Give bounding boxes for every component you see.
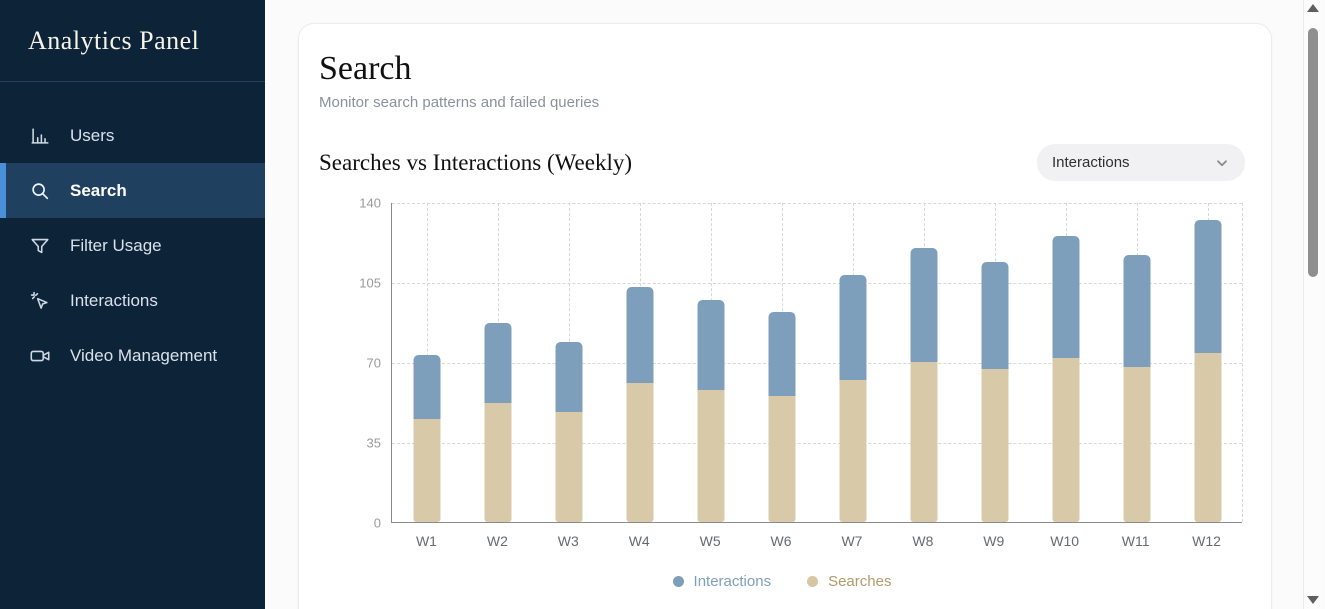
bar-segment-interactions <box>910 247 938 363</box>
sidebar-item-video-management[interactable]: Video Management <box>0 328 265 383</box>
bar-segment-searches <box>484 403 512 523</box>
bar-segment-searches <box>626 382 654 523</box>
sidebar-item-label: Interactions <box>70 290 158 310</box>
bar-segment-searches <box>555 412 583 523</box>
x-axis-label: W4 <box>628 533 650 550</box>
page-title: Search <box>319 50 412 87</box>
bar-w1 <box>413 355 441 523</box>
chart-plot-area <box>391 203 1243 524</box>
bar-segment-searches <box>981 368 1009 523</box>
legend-dot <box>807 576 819 588</box>
stacked-bar-chart: Interactions Searches 0 35 70 105 140 W1 W2 W3 W4… <box>319 187 1245 607</box>
sidebar-item-filter-usage[interactable]: Filter Usage <box>0 218 265 273</box>
grid-line-horizontal <box>392 443 1242 445</box>
bar-segment-searches <box>839 380 867 523</box>
x-axis-label: W5 <box>699 533 721 550</box>
x-axis-label: W7 <box>841 533 863 550</box>
y-axis-tick-label: 105 <box>359 275 381 291</box>
x-axis-label: W2 <box>486 533 508 550</box>
x-axis-label: W1 <box>415 533 437 550</box>
scroll-down-arrow-icon[interactable] <box>1307 596 1319 604</box>
y-axis-tick-label: 35 <box>366 435 381 451</box>
sidebar-item-label: Users <box>70 125 115 145</box>
chart-header-row: Searches vs Interactions (Weekly) Intera… <box>319 144 1245 182</box>
bar-segment-interactions <box>768 311 796 397</box>
chart-legend: Interactions Searches <box>319 573 1245 590</box>
bar-segment-interactions <box>555 341 583 413</box>
search-icon <box>28 179 52 203</box>
x-axis-label: W3 <box>557 533 579 550</box>
legend-label: Searches <box>828 573 892 591</box>
bar-segment-interactions <box>839 275 867 381</box>
bar-w4 <box>626 286 654 523</box>
grid-line-vertical <box>1242 203 1243 523</box>
bar-w3 <box>555 341 583 523</box>
bar-segment-interactions <box>1194 220 1222 353</box>
sidebar-nav: Users Search Filter Usage Interactions V… <box>0 82 265 383</box>
grid-line-horizontal <box>392 283 1242 285</box>
bar-w7 <box>839 275 867 523</box>
grid-line-horizontal <box>392 363 1242 365</box>
bar-w9 <box>981 261 1009 523</box>
bar-segment-interactions <box>484 323 512 404</box>
sidebar-item-label: Filter Usage <box>70 235 162 255</box>
legend-dot <box>672 576 684 588</box>
bar-w6 <box>768 311 796 523</box>
sidebar-header: Analytics Panel <box>0 0 265 82</box>
scrollbar-thumb[interactable] <box>1308 28 1318 277</box>
x-axis-label: W12 <box>1192 533 1221 550</box>
x-axis-label: W10 <box>1050 533 1080 550</box>
bar-segment-searches <box>413 419 441 523</box>
bar-segment-interactions <box>1052 236 1080 358</box>
sidebar: Analytics Panel Users Search Filter Usag… <box>0 0 265 609</box>
bar-segment-interactions <box>697 300 725 390</box>
page-subtitle: Monitor search patterns and failed queri… <box>319 94 600 112</box>
chart-title: Searches vs Interactions (Weekly) <box>319 149 632 175</box>
sidebar-item-label: Search <box>70 180 127 200</box>
metric-dropdown[interactable]: Interactions <box>1037 144 1245 182</box>
x-axis-label: W9 <box>983 533 1005 550</box>
bar-w5 <box>697 300 725 523</box>
chevron-down-icon <box>1215 156 1229 170</box>
bar-w10 <box>1052 236 1080 523</box>
sidebar-item-search[interactable]: Search <box>0 163 265 218</box>
sidebar-item-users[interactable]: Users <box>0 108 265 163</box>
metric-dropdown-value: Interactions <box>1052 154 1130 172</box>
legend-item-searches: Searches <box>807 573 891 590</box>
bar-segment-interactions <box>1123 254 1151 367</box>
cursor-click-icon <box>28 289 52 313</box>
legend-item-interactions: Interactions <box>672 573 772 591</box>
y-axis-tick-label: 0 <box>373 515 381 531</box>
x-axis-label: W8 <box>912 533 934 550</box>
scroll-up-arrow-icon[interactable] <box>1307 4 1319 12</box>
y-axis-tick-label: 140 <box>359 195 381 211</box>
bar-segment-searches <box>1194 352 1222 523</box>
search-analytics-card: Search Monitor search patterns and faile… <box>298 23 1272 609</box>
bar-w11 <box>1123 254 1151 523</box>
x-axis-label: W6 <box>770 533 792 550</box>
sidebar-item-interactions[interactable]: Interactions <box>0 273 265 328</box>
bar-w12 <box>1194 220 1222 523</box>
bar-segment-searches <box>1123 366 1151 523</box>
y-axis-tick-label: 70 <box>366 355 381 371</box>
bar-w8 <box>910 247 938 523</box>
bar-w2 <box>484 323 512 523</box>
bar-segment-interactions <box>626 286 654 383</box>
sidebar-item-label: Video Management <box>70 345 218 365</box>
main-scrollbar[interactable] <box>1303 0 1322 609</box>
grid-line-horizontal <box>392 203 1242 205</box>
x-axis-label: W11 <box>1121 533 1150 550</box>
bar-segment-searches <box>697 389 725 523</box>
bar-segment-searches <box>768 396 796 523</box>
main-content: Search Monitor search patterns and faile… <box>265 0 1325 609</box>
bar-segment-searches <box>910 362 938 523</box>
bar-segment-interactions <box>981 261 1009 369</box>
bar-chart-icon <box>28 124 52 148</box>
legend-label: Interactions <box>693 573 772 591</box>
bar-segment-searches <box>1052 357 1080 523</box>
video-camera-icon <box>28 344 52 368</box>
filter-icon <box>28 234 52 258</box>
app-title: Analytics Panel <box>28 25 200 55</box>
bar-segment-interactions <box>413 355 441 420</box>
